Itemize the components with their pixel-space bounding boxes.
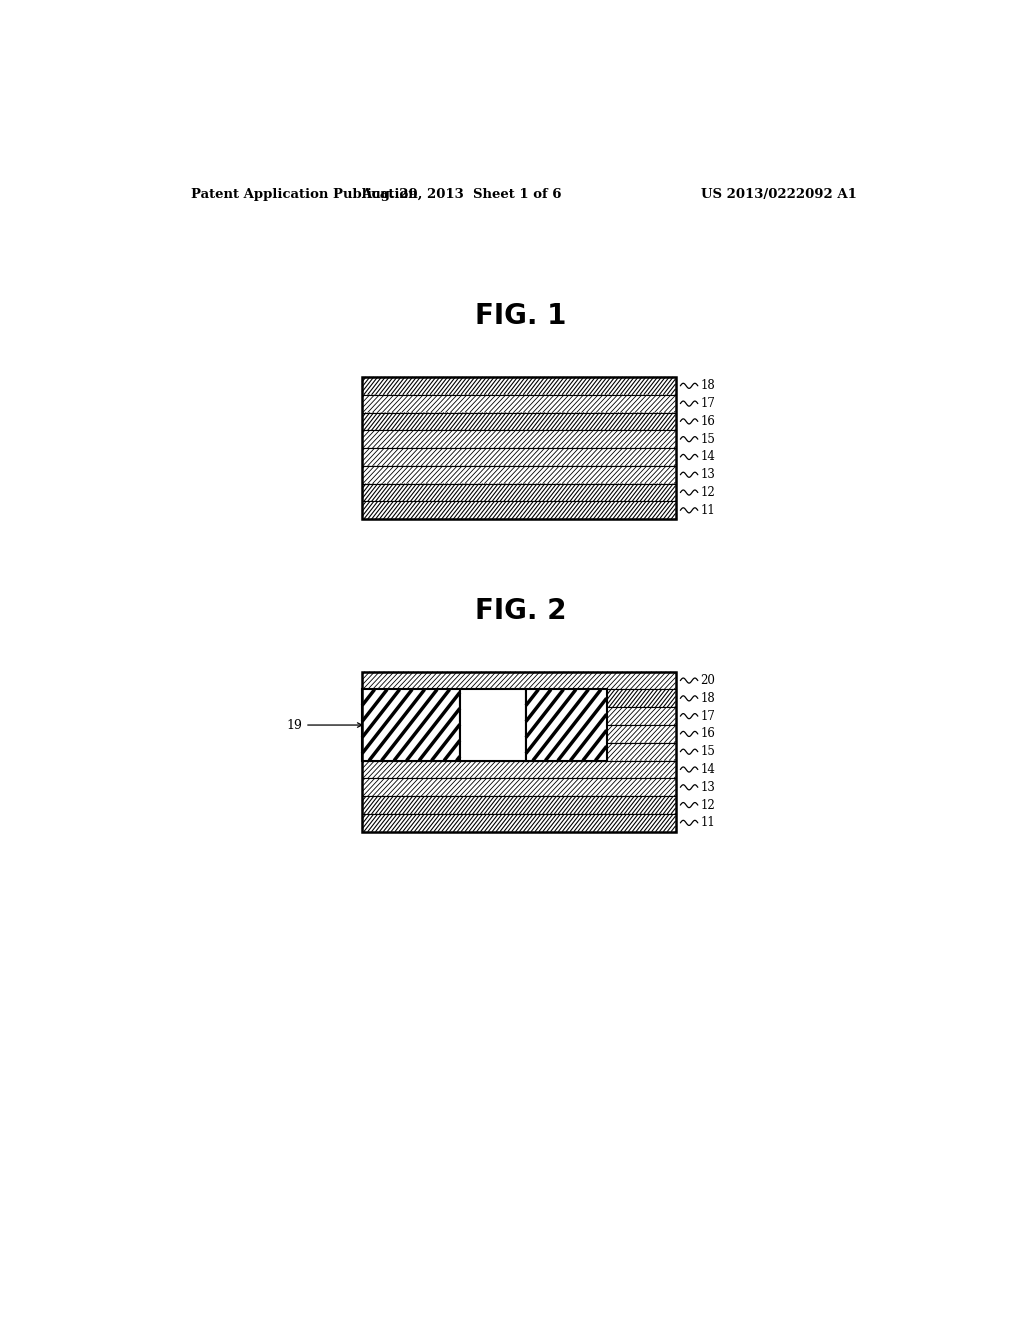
Text: 14: 14 [700, 450, 715, 463]
Bar [362, 483, 676, 502]
Text: 20: 20 [700, 675, 715, 688]
Bar [362, 672, 676, 689]
Text: FIG. 1: FIG. 1 [475, 302, 566, 330]
Bar [362, 796, 676, 814]
Text: 14: 14 [700, 763, 715, 776]
Bar [362, 430, 676, 447]
Bar [362, 725, 676, 743]
Bar [460, 689, 526, 760]
Text: Patent Application Publication: Patent Application Publication [191, 189, 418, 202]
Bar [362, 689, 676, 708]
Bar [526, 689, 606, 760]
Text: 12: 12 [700, 486, 715, 499]
Bar [362, 708, 676, 725]
Text: Aug. 29, 2013  Sheet 1 of 6: Aug. 29, 2013 Sheet 1 of 6 [361, 189, 561, 202]
Text: 18: 18 [700, 379, 715, 392]
Bar [362, 743, 676, 760]
Text: 13: 13 [700, 469, 715, 482]
Text: 17: 17 [700, 397, 715, 411]
Text: 16: 16 [700, 727, 715, 741]
Text: 19: 19 [287, 718, 303, 731]
Bar [362, 395, 676, 412]
Bar [362, 413, 676, 430]
Text: 13: 13 [700, 781, 715, 793]
Text: US 2013/0222092 A1: US 2013/0222092 A1 [700, 189, 857, 202]
Text: 17: 17 [700, 710, 715, 722]
Bar [362, 689, 460, 760]
Bar [362, 466, 676, 483]
Bar [362, 814, 676, 832]
Bar [362, 378, 676, 395]
Bar [362, 502, 676, 519]
Text: 15: 15 [700, 433, 715, 446]
Text: 12: 12 [700, 799, 715, 812]
Bar [362, 378, 676, 519]
Text: FIG. 2: FIG. 2 [475, 597, 566, 624]
Text: 11: 11 [700, 816, 715, 829]
Bar [362, 779, 676, 796]
Text: 16: 16 [700, 414, 715, 428]
Text: 11: 11 [700, 504, 715, 517]
Bar [362, 760, 676, 779]
Bar [362, 447, 676, 466]
Text: 15: 15 [700, 746, 715, 758]
Bar [362, 672, 676, 832]
Text: 18: 18 [700, 692, 715, 705]
